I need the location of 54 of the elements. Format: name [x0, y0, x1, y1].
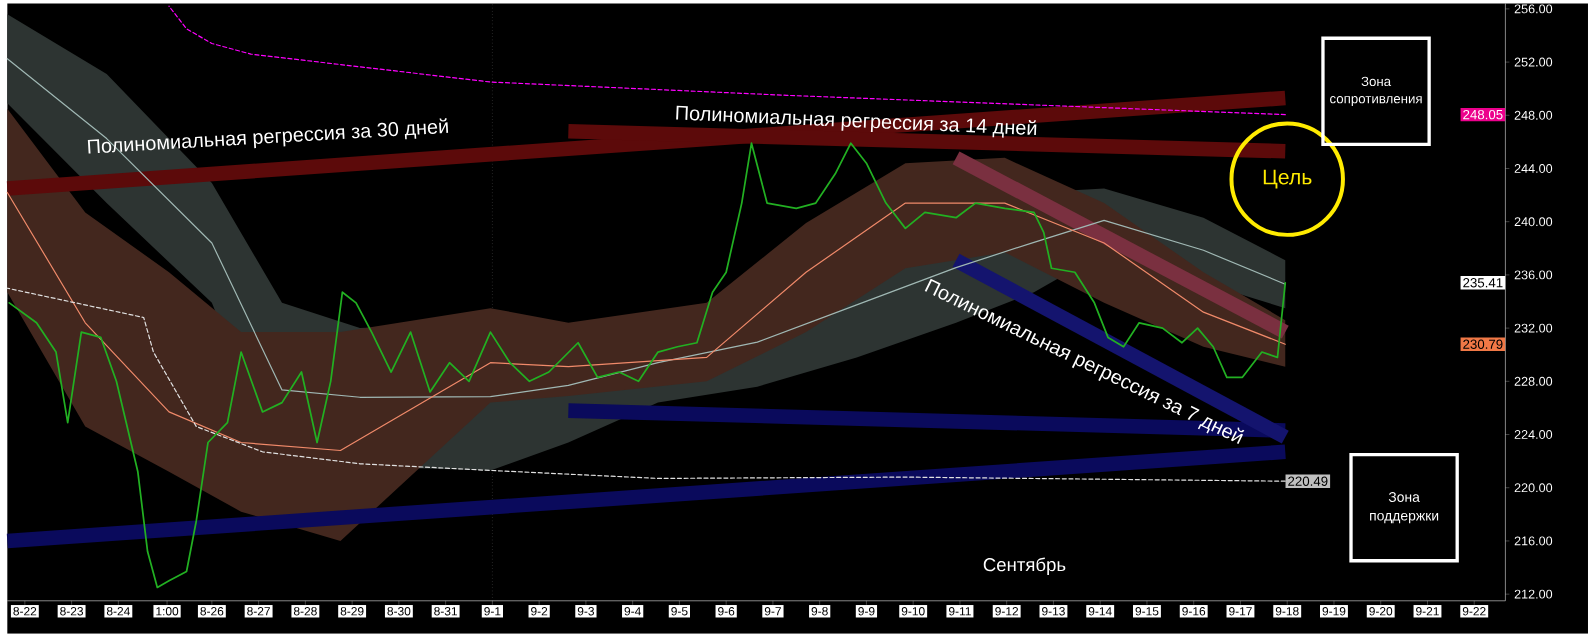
y-tick-label: 248.00: [1514, 110, 1553, 120]
x-tick-label: 9-7: [764, 607, 781, 616]
annotation: 235.41: [1463, 278, 1503, 288]
x-tick-label: 9-1: [484, 607, 501, 616]
x-tick-label: 9-14: [1088, 607, 1112, 616]
x-tick-label: 9-2: [531, 607, 548, 616]
y-tick-label: 256.00: [1514, 4, 1553, 14]
x-tick-label: 8-30: [387, 607, 411, 616]
annotation: Полиномиальная регрессия за 30 дней: [87, 118, 449, 154]
x-tick-label: 8-31: [434, 607, 457, 616]
x-tick-label: 9-18: [1275, 607, 1299, 616]
x-tick-label: 9-10: [901, 607, 925, 616]
x-tick-label: 9-19: [1322, 607, 1346, 616]
x-tick-label: 9-12: [995, 607, 1019, 616]
y-tick-label: 216.00: [1514, 536, 1553, 546]
x-tick-label: 9-3: [577, 607, 595, 616]
x-tick-label: 9-9: [858, 607, 875, 616]
x-tick-label: 8-27: [247, 607, 270, 616]
annotation: Зона поддержки: [1370, 492, 1439, 524]
x-tick-label: 9-5: [671, 607, 688, 616]
x-tick-label: 8-24: [106, 607, 130, 616]
x-tick-label: 8-29: [340, 607, 364, 616]
x-tick-label: 1:00: [156, 607, 179, 616]
annotation: 220.49: [1288, 476, 1328, 487]
y-tick-label: 232.00: [1514, 323, 1553, 333]
y-tick-label: 244.00: [1514, 164, 1553, 174]
y-tick-label: 236.00: [1514, 270, 1553, 280]
y-tick-label: 220.00: [1514, 483, 1553, 493]
x-tick-label: 9-8: [811, 607, 828, 616]
annotation: 230.79: [1463, 339, 1503, 350]
y-tick-label: 252.00: [1514, 57, 1553, 67]
y-tick-label: 228.00: [1514, 377, 1553, 386]
y-tick-label: 212.00: [1514, 589, 1553, 599]
x-tick-label: 8-23: [60, 607, 84, 616]
y-tick-label: 224.00: [1514, 430, 1553, 440]
annotation: 248.05: [1463, 110, 1503, 120]
annotation: Зона сопротивления: [1330, 76, 1422, 107]
x-tick-label: 9-15: [1135, 607, 1159, 616]
x-tick-label: 8-22: [13, 607, 37, 616]
x-tick-label: 9-22: [1462, 607, 1486, 616]
annotation: Сентябрь: [983, 557, 1066, 576]
x-tick-label: 9-21: [1416, 607, 1439, 616]
x-tick-label: 9-20: [1369, 607, 1393, 616]
x-tick-label: 8-28: [293, 607, 317, 616]
x-tick-label: 9-16: [1182, 607, 1206, 616]
x-tick-label: 9-6: [718, 607, 735, 616]
x-tick-label: 9-11: [948, 607, 971, 616]
annotation: Цель: [1263, 169, 1312, 189]
y-tick-label: 240.00: [1514, 217, 1553, 227]
x-tick-label: 9-13: [1042, 607, 1065, 616]
x-tick-label: 9-4: [624, 607, 641, 616]
x-tick-label: 9-17: [1229, 607, 1252, 616]
annotation: Полиномиальная регрессия за 14 дней: [676, 105, 1037, 138]
x-tick-label: 8-26: [200, 607, 224, 616]
